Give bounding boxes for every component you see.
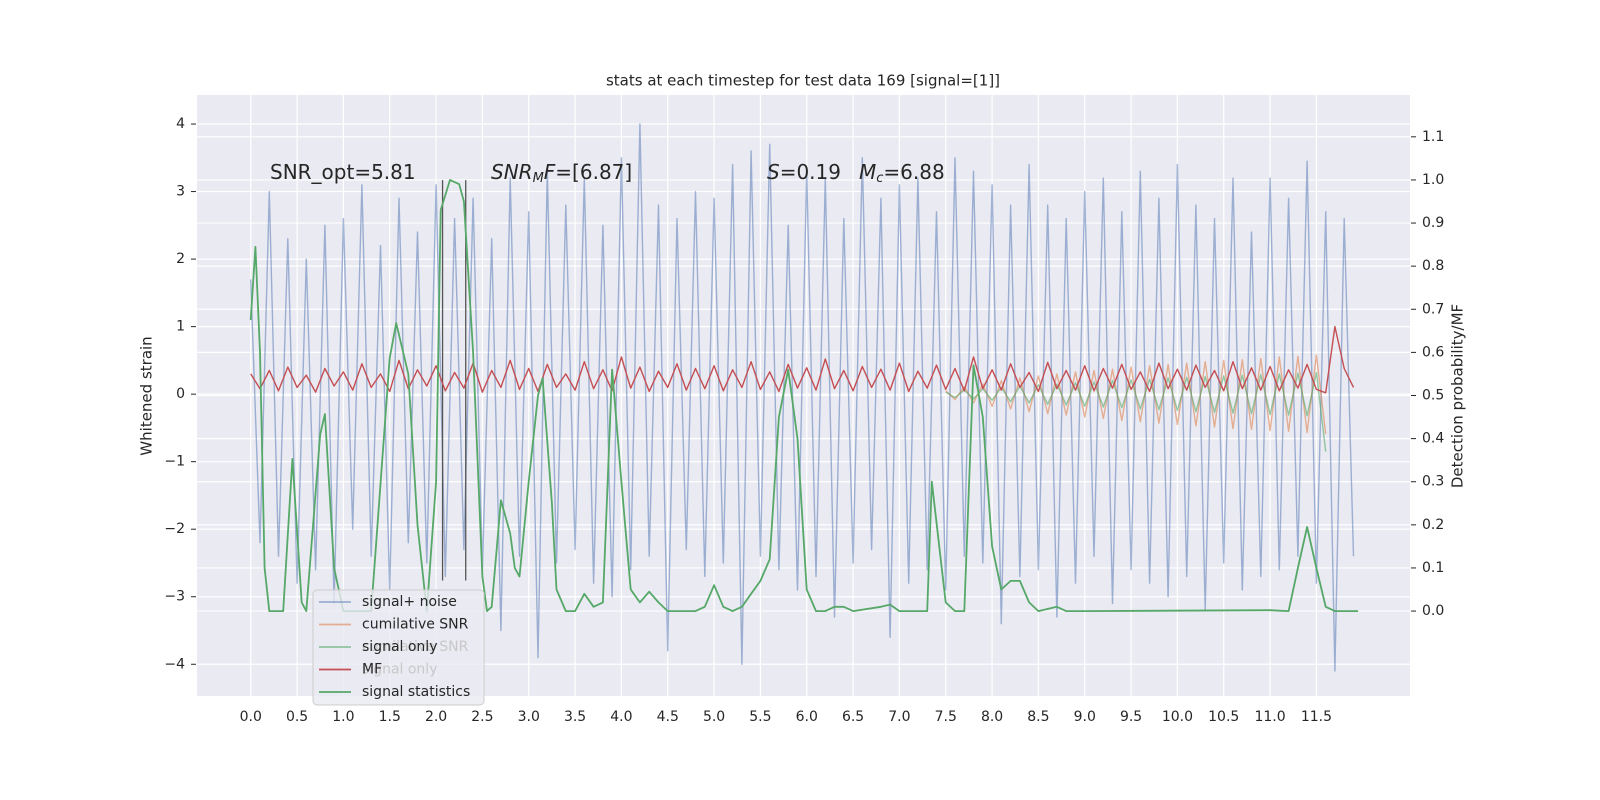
annotation: SNRMF=[6.87] (491, 160, 632, 186)
legend-label: signal statistics (362, 684, 470, 700)
y2-tick-label: 0.1 (1422, 560, 1444, 576)
ghost-legend-label: cumilative SNR (362, 639, 469, 655)
series-line (250, 325, 1355, 394)
x-tick-label: 10.5 (1208, 709, 1239, 725)
y-axis-label: Whitened strain (138, 336, 156, 455)
annotation: S=0.19 (767, 160, 841, 184)
x-tick-label: 9.0 (1074, 709, 1096, 725)
x-tick-label: 10.0 (1162, 709, 1193, 725)
legend-label: signal+ noise (362, 594, 457, 610)
annotation-part: =0.19 (780, 160, 841, 184)
y2-tick-label: 0.0 (1422, 603, 1444, 619)
y-tick-label: 4 (176, 116, 185, 132)
annotation-part: =[6.87] (555, 160, 632, 184)
annotation: Mc=6.88 (859, 160, 945, 186)
y2-tick-label: 0.2 (1422, 517, 1444, 533)
x-tick-label: 3.0 (518, 709, 540, 725)
y2-tick-label: 0.9 (1422, 215, 1444, 231)
y2-tick-label: 0.5 (1422, 388, 1444, 404)
x-tick-label: 3.5 (564, 709, 586, 725)
y-tick-label: 3 (176, 184, 185, 200)
x-tick-label: 7.5 (935, 709, 957, 725)
y-tick-label: 0 (176, 386, 185, 402)
series-line (945, 371, 1327, 452)
x-tick-label: 5.5 (749, 709, 771, 725)
y-tick-label: −1 (164, 454, 185, 470)
annotation-part: F (544, 160, 556, 184)
y2-tick-label: 0.6 (1422, 344, 1444, 360)
annotation-part: SNR_opt=5.81 (270, 160, 416, 184)
x-tick-label: 4.0 (610, 709, 632, 725)
annotation-part: S (767, 160, 780, 184)
y-tick-label: −2 (164, 521, 185, 537)
series-line (249, 179, 1359, 612)
x-tick-label: 0.5 (286, 709, 308, 725)
y2-tick-label: 1.1 (1422, 129, 1444, 145)
y2-tick-label: 0.4 (1422, 431, 1444, 447)
x-tick-label: 8.5 (1027, 709, 1049, 725)
chart-title: stats at each timestep for test data 169… (606, 72, 1000, 90)
y2-tick-label: 0.3 (1422, 474, 1444, 490)
x-tick-label: 5.0 (703, 709, 725, 725)
x-tick-label: 1.5 (379, 709, 401, 725)
x-tick-label: 4.5 (657, 709, 679, 725)
y2-tick-label: 0.7 (1422, 301, 1444, 317)
y2-axis-label: Detection probability/MF (1449, 304, 1467, 488)
legend-label: signal only (362, 639, 437, 655)
x-tick-label: 8.0 (981, 709, 1003, 725)
y-tick-label: 2 (176, 251, 185, 267)
x-tick-label: 9.5 (1120, 709, 1142, 725)
y-tick-label: 1 (176, 319, 185, 335)
annotation-part: =6.88 (883, 160, 944, 184)
annotation-part: SNR (491, 160, 533, 184)
y-tick-label: −4 (164, 656, 185, 672)
x-tick-label: 6.5 (842, 709, 864, 725)
legend-label: cumilative SNR (362, 617, 469, 633)
x-tick-label: 11.5 (1301, 709, 1332, 725)
x-tick-label: 2.5 (471, 709, 493, 725)
x-tick-label: 7.0 (888, 709, 910, 725)
series-line (250, 123, 1355, 672)
x-tick-label: 6.0 (796, 709, 818, 725)
annotation-part: c (876, 171, 883, 186)
ghost-legend-label: signal only (362, 662, 437, 678)
x-tick-label: 1.0 (332, 709, 354, 725)
annotation: SNR_opt=5.81 (270, 160, 416, 184)
y-tick-label: −3 (164, 589, 185, 605)
x-tick-label: 11.0 (1254, 709, 1285, 725)
x-tick-label: 0.0 (240, 709, 262, 725)
annotation-part: M (859, 160, 876, 184)
annotation-part: M (533, 171, 544, 186)
legend-label: MF (362, 662, 382, 678)
y2-tick-label: 0.8 (1422, 258, 1444, 274)
y2-tick-label: 1.0 (1422, 172, 1444, 188)
x-tick-label: 2.0 (425, 709, 447, 725)
legend-box (312, 589, 485, 706)
